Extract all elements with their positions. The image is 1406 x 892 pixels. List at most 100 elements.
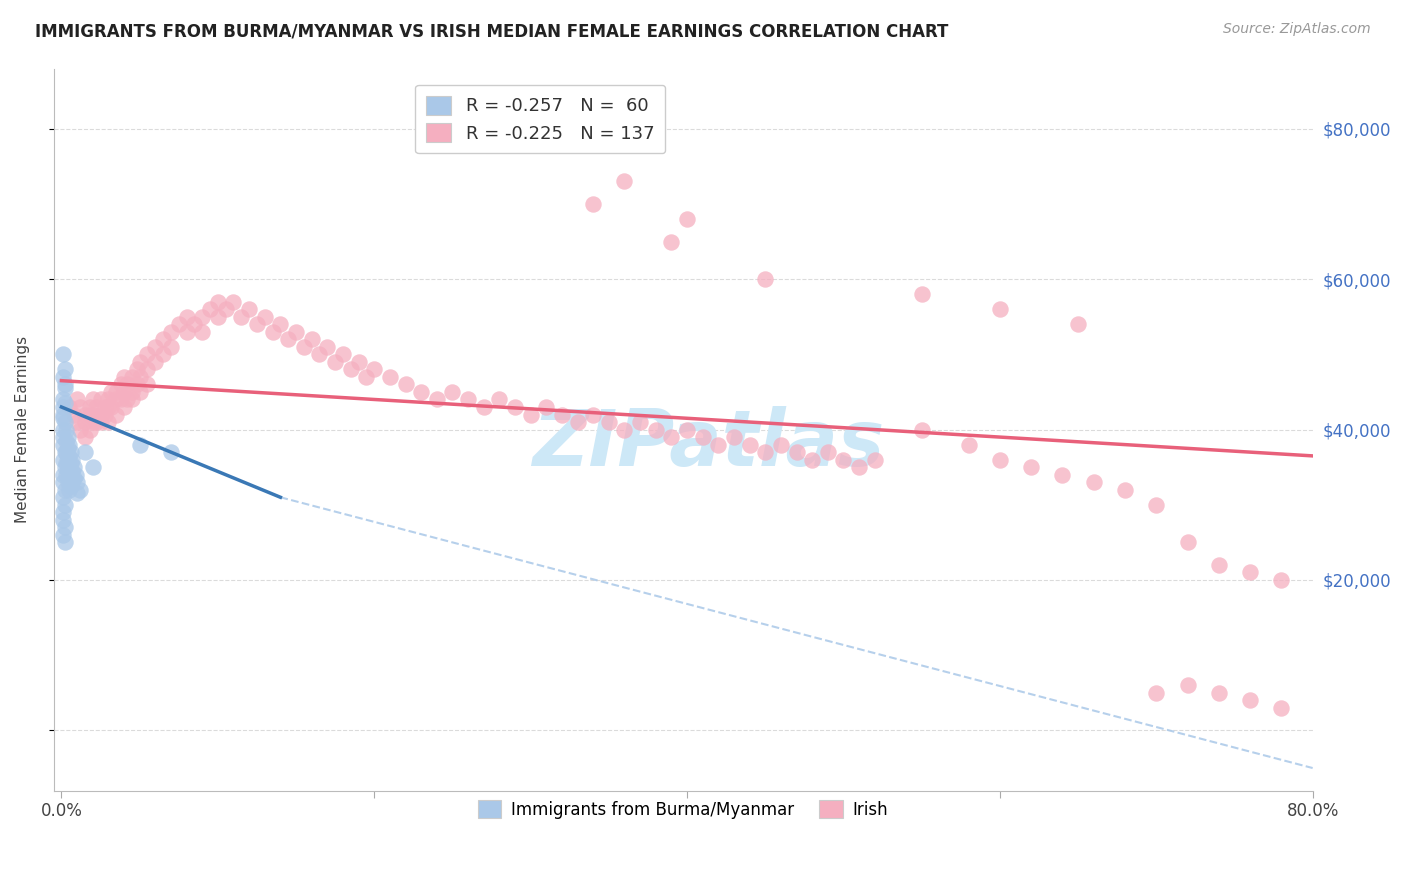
Point: [110, 377, 132, 392]
Point: [53, 445, 76, 459]
Point: [65, 467, 87, 482]
Point: [55, 467, 77, 482]
Point: [347, 355, 370, 369]
Point: [58, 400, 80, 414]
Point: [832, 452, 855, 467]
Point: [136, 347, 159, 361]
Point: [55, 445, 77, 459]
Point: [426, 392, 449, 407]
Point: [1239, 566, 1261, 580]
Point: [176, 325, 198, 339]
Point: [59, 457, 82, 471]
Point: [125, 362, 148, 376]
Point: [628, 415, 651, 429]
Point: [84, 415, 107, 429]
Point: [152, 347, 174, 361]
Point: [1144, 686, 1167, 700]
Point: [90, 408, 112, 422]
Point: [128, 355, 150, 369]
Point: [100, 384, 122, 399]
Point: [536, 400, 558, 414]
Point: [110, 392, 132, 407]
Point: [115, 392, 138, 407]
Point: [285, 325, 308, 339]
Point: [488, 392, 510, 407]
Point: [472, 400, 495, 414]
Point: [207, 310, 229, 324]
Point: [1208, 558, 1230, 572]
Point: [79, 408, 101, 422]
Point: [56, 430, 79, 444]
Point: [848, 460, 870, 475]
Text: ZIPatlas: ZIPatlas: [533, 406, 884, 482]
Text: IMMIGRANTS FROM BURMA/MYANMAR VS IRISH MEDIAN FEMALE EARNINGS CORRELATION CHART: IMMIGRANTS FROM BURMA/MYANMAR VS IRISH M…: [35, 22, 949, 40]
Point: [1177, 678, 1199, 692]
Point: [52, 400, 75, 414]
Point: [262, 325, 284, 339]
Point: [59, 467, 82, 482]
Point: [52, 475, 75, 490]
Point: [52, 452, 75, 467]
Point: [97, 400, 120, 414]
Point: [69, 423, 91, 437]
Point: [128, 437, 150, 451]
Point: [58, 437, 80, 451]
Point: [769, 437, 792, 451]
Point: [332, 347, 354, 361]
Point: [52, 411, 75, 425]
Point: [191, 325, 214, 339]
Point: [356, 370, 378, 384]
Point: [90, 415, 112, 429]
Point: [339, 362, 361, 376]
Point: [308, 347, 330, 361]
Point: [82, 460, 104, 475]
Point: [53, 381, 76, 395]
Point: [1177, 535, 1199, 549]
Point: [1208, 686, 1230, 700]
Point: [301, 332, 323, 346]
Point: [457, 392, 479, 407]
Point: [69, 400, 91, 414]
Point: [58, 483, 80, 497]
Point: [63, 471, 86, 485]
Point: [100, 400, 122, 414]
Point: [52, 513, 75, 527]
Point: [52, 423, 75, 437]
Point: [817, 445, 839, 459]
Point: [911, 287, 934, 301]
Point: [121, 384, 143, 399]
Point: [125, 377, 148, 392]
Point: [56, 464, 79, 478]
Point: [105, 384, 128, 399]
Point: [136, 362, 159, 376]
Point: [231, 310, 253, 324]
Point: [56, 475, 79, 490]
Point: [105, 392, 128, 407]
Point: [411, 384, 433, 399]
Point: [58, 449, 80, 463]
Point: [253, 310, 276, 324]
Point: [73, 415, 96, 429]
Point: [754, 445, 776, 459]
Point: [1239, 693, 1261, 707]
Point: [56, 452, 79, 467]
Point: [222, 294, 245, 309]
Point: [738, 437, 761, 451]
Point: [160, 340, 183, 354]
Point: [551, 408, 574, 422]
Point: [115, 377, 138, 392]
Point: [66, 392, 89, 407]
Point: [79, 400, 101, 414]
Point: [160, 445, 183, 459]
Point: [60, 464, 83, 478]
Point: [53, 498, 76, 512]
Point: [661, 235, 683, 249]
Point: [52, 505, 75, 519]
Point: [56, 442, 79, 456]
Point: [55, 423, 77, 437]
Point: [53, 535, 76, 549]
Point: [52, 392, 75, 407]
Point: [378, 370, 401, 384]
Point: [160, 325, 183, 339]
Point: [1019, 460, 1042, 475]
